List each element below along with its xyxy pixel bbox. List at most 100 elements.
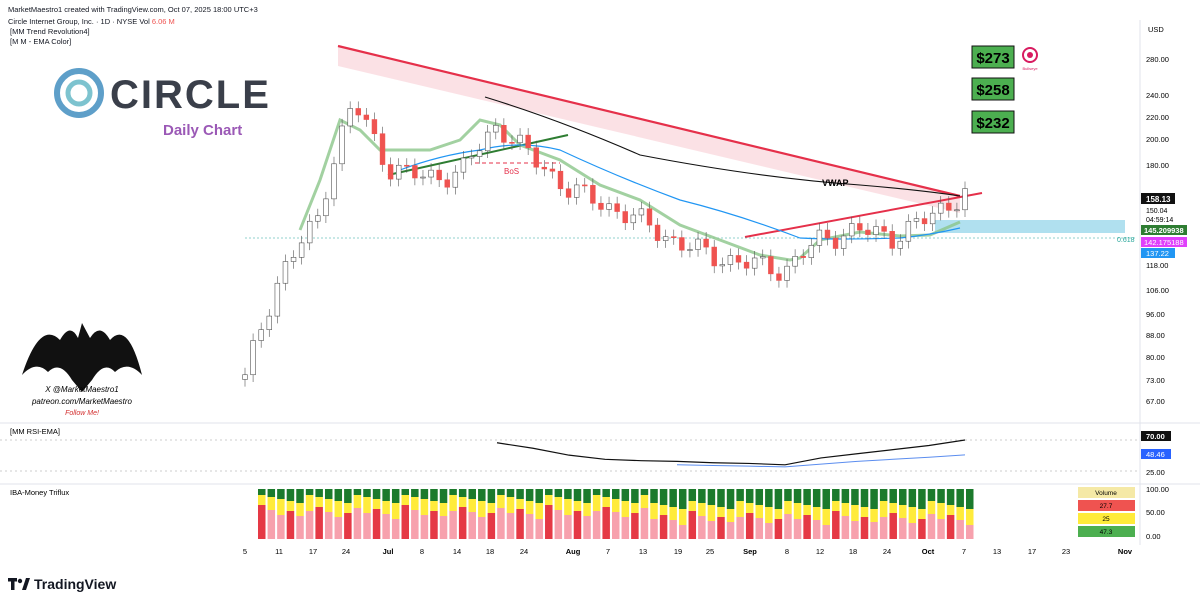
time-tick: 14 bbox=[453, 547, 461, 556]
ema2-tag bbox=[1141, 237, 1187, 247]
triflux-bar-yellow bbox=[363, 497, 371, 513]
triflux-bar-red bbox=[669, 520, 677, 539]
triflux-bar-green bbox=[688, 489, 697, 501]
triflux-bar-red bbox=[258, 505, 266, 539]
volume-row-red-value: 27.7 bbox=[1100, 503, 1113, 510]
triflux-bar-green bbox=[583, 489, 591, 503]
triflux-bar-green bbox=[334, 489, 343, 501]
triflux-bar-yellow bbox=[525, 501, 534, 514]
triflux-bar-red bbox=[851, 521, 859, 539]
triflux-bar-yellow bbox=[344, 503, 352, 513]
triflux-bar-red bbox=[956, 520, 964, 539]
triflux-bar-red bbox=[860, 517, 869, 539]
candle bbox=[557, 170, 564, 190]
triflux-bar-red bbox=[736, 517, 744, 539]
ema3-value: 137.22 bbox=[1146, 249, 1169, 258]
time-tick: Nov bbox=[1118, 547, 1133, 556]
volume-box-header bbox=[1078, 487, 1135, 498]
candle bbox=[509, 142, 515, 144]
triflux-bar-green bbox=[286, 489, 295, 501]
time-tick: 12 bbox=[816, 547, 824, 556]
triflux-bar-yellow bbox=[468, 499, 476, 512]
triflux-bar-red bbox=[812, 520, 821, 539]
rsi-pane: [MM RSI-EMA] 70.00 48.46 25.00 bbox=[0, 427, 1171, 477]
time-tick: Oct bbox=[922, 547, 935, 556]
triflux-bar-red bbox=[698, 516, 706, 539]
candle bbox=[703, 238, 709, 248]
triflux-bar-green bbox=[458, 489, 467, 497]
triflux-bar-red bbox=[678, 525, 687, 539]
triflux-bar-red bbox=[506, 513, 515, 539]
candle bbox=[582, 184, 588, 187]
triflux-bar-yellow bbox=[535, 503, 543, 519]
triflux-bar-red bbox=[430, 511, 438, 539]
price-tick: 73.00 bbox=[1146, 376, 1165, 385]
indicator-trend[interactable]: [MM Trend Revolution4] bbox=[10, 27, 90, 36]
candle bbox=[412, 165, 418, 179]
triflux-bar-yellow bbox=[803, 505, 811, 515]
triflux-bar-yellow bbox=[717, 507, 725, 517]
triflux-bar-yellow bbox=[640, 495, 649, 508]
candle bbox=[549, 168, 556, 172]
vol-value: 6.06 M bbox=[151, 17, 175, 26]
triflux-bar-yellow bbox=[487, 503, 496, 513]
ema1-value: 145.209938 bbox=[1144, 226, 1184, 235]
candle bbox=[849, 223, 855, 237]
triflux-bar-green bbox=[363, 489, 371, 497]
triflux-bar-red bbox=[267, 510, 276, 539]
time-tick: 7 bbox=[606, 547, 610, 556]
candle bbox=[598, 202, 604, 210]
triflux-bar-red bbox=[516, 509, 524, 539]
candle bbox=[533, 147, 539, 168]
triflux-bar-red bbox=[889, 513, 897, 539]
triflux-bar-yellow bbox=[937, 503, 945, 519]
tradingview-footer[interactable]: TradingView bbox=[8, 576, 116, 592]
price-tick: 67.00 bbox=[1146, 397, 1165, 406]
time-tick: 24 bbox=[520, 547, 528, 556]
triflux-bar-yellow bbox=[927, 501, 936, 514]
triflux-bar-green bbox=[535, 489, 543, 503]
triflux-bar-red bbox=[449, 511, 457, 539]
triflux-bar-green bbox=[832, 489, 840, 501]
time-tick: 25 bbox=[706, 547, 714, 556]
candle bbox=[808, 245, 814, 258]
candle bbox=[622, 211, 628, 224]
triflux-bar-yellow bbox=[286, 501, 295, 511]
triflux-bar-yellow bbox=[755, 505, 764, 518]
time-tick: 8 bbox=[785, 547, 789, 556]
triflux-bar-red bbox=[765, 523, 773, 539]
triflux-bar-yellow bbox=[822, 509, 830, 525]
triflux-bar-green bbox=[966, 489, 974, 509]
currency-label: USD bbox=[1148, 25, 1164, 34]
triflux-bar-yellow bbox=[439, 503, 448, 516]
triflux-bar-red bbox=[353, 508, 362, 539]
triflux-bar-red bbox=[592, 511, 601, 539]
triflux-bar-yellow bbox=[726, 509, 735, 522]
triflux-bar-yellow bbox=[602, 497, 610, 507]
candle bbox=[242, 374, 248, 380]
triflux-bar-red bbox=[583, 516, 591, 539]
candle bbox=[347, 108, 353, 127]
time-tick: 24 bbox=[883, 547, 891, 556]
candle bbox=[751, 257, 758, 269]
triflux-bar-green bbox=[449, 489, 457, 495]
triflux-bar-red bbox=[305, 511, 314, 539]
candle bbox=[460, 157, 467, 173]
price-tick: 180.00 bbox=[1146, 161, 1169, 170]
rsi-value: 70.00 bbox=[1146, 432, 1165, 441]
indicator-ema[interactable]: [M M - EMA Color] bbox=[10, 37, 72, 46]
candle bbox=[573, 184, 580, 198]
candle bbox=[307, 220, 313, 244]
triflux-bar-yellow bbox=[832, 501, 840, 511]
triflux-bar-red bbox=[439, 516, 448, 539]
triflux-bar-red bbox=[937, 519, 945, 539]
triflux-bar-yellow bbox=[573, 501, 582, 511]
triflux-bar-red bbox=[564, 515, 572, 539]
triflux-title: IBA-Money Triflux bbox=[10, 488, 69, 497]
triflux-bar-red bbox=[554, 510, 563, 539]
triflux-bar-yellow bbox=[956, 507, 964, 520]
candle bbox=[493, 125, 499, 133]
triflux-bar-green bbox=[784, 489, 792, 501]
triflux-bar-green bbox=[372, 489, 381, 499]
triflux-bar-green bbox=[918, 489, 926, 509]
